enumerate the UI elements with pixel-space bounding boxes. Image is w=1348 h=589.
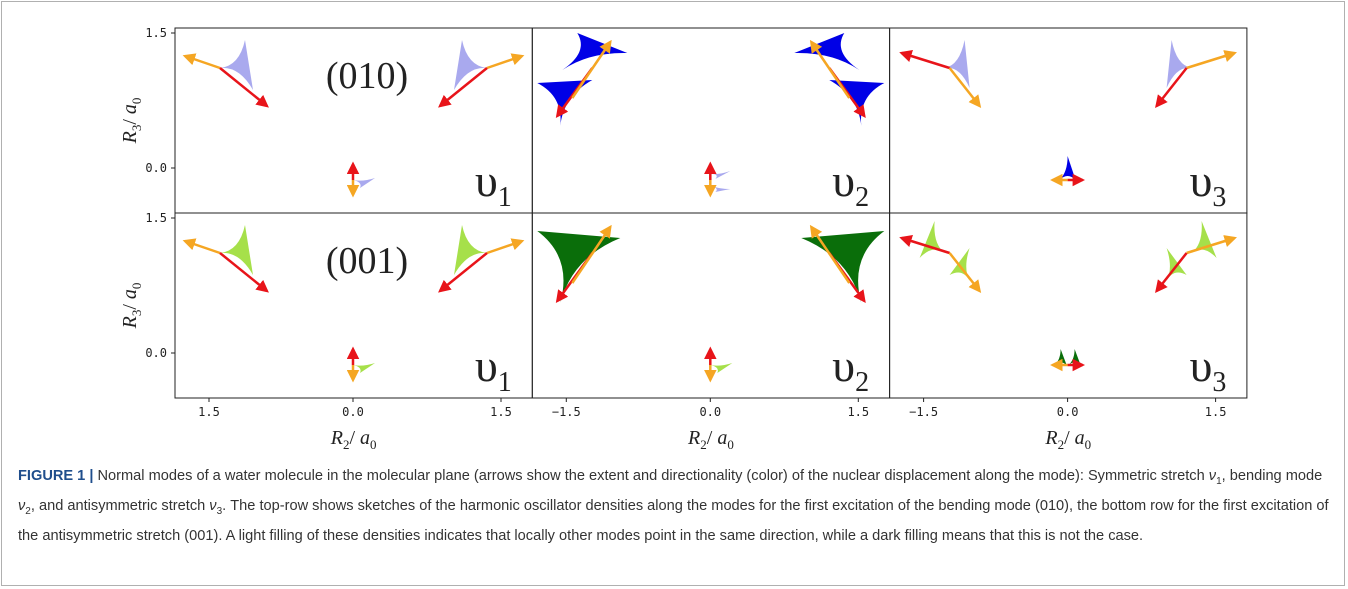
- mode-symbol: υ: [475, 340, 498, 391]
- density: [920, 221, 945, 258]
- axis-sub: 0: [370, 437, 377, 452]
- density: [1167, 40, 1192, 88]
- axis-var: R: [687, 427, 700, 449]
- mode-symbol: υ: [1190, 155, 1213, 206]
- density: [353, 363, 375, 373]
- mode-index: 3: [1212, 367, 1226, 398]
- row-label: (010): [326, 55, 408, 97]
- mode-label: υ2: [832, 340, 869, 398]
- axis-label: R2/ a0: [687, 427, 734, 452]
- axis-label: R3/ a0: [119, 98, 144, 145]
- x-tick-label: 0.0: [342, 405, 364, 419]
- x-tick-label: 1.5: [490, 405, 512, 419]
- x-tick-label: −1.5: [552, 405, 581, 419]
- y-tick-label: 0.0: [145, 346, 167, 360]
- mode-label: υ2: [832, 155, 869, 213]
- symbol: ν: [209, 498, 216, 514]
- caption-label: FIGURE 1 |: [18, 468, 93, 484]
- displacement-arrow: [185, 241, 220, 253]
- symbol: ν: [1209, 468, 1216, 484]
- axis-var: R: [119, 131, 141, 144]
- axis-sep: /: [1064, 427, 1075, 449]
- caption-text: , bending mode: [1222, 468, 1323, 484]
- density: [1192, 221, 1217, 258]
- mode-symbol: υ: [832, 340, 855, 391]
- axis-sep: /: [349, 427, 360, 449]
- axis-unit: a: [1075, 427, 1085, 449]
- mode-index: 1: [498, 182, 512, 213]
- row-label: (001): [326, 240, 408, 282]
- mode-label: υ1: [475, 340, 512, 398]
- density: [712, 186, 730, 192]
- axis-label: R2/ a0: [330, 427, 377, 452]
- caption-text: , and antisymmetric stretch: [31, 498, 209, 514]
- axis-var: R: [1044, 427, 1057, 449]
- displacement-arrow: [185, 56, 220, 68]
- displacement-arrow: [1187, 53, 1235, 68]
- mode-label: υ3: [1190, 340, 1227, 398]
- x-tick-label: 0.0: [1057, 405, 1079, 419]
- density: [712, 171, 730, 179]
- x-tick-label: 1.5: [198, 405, 220, 419]
- mode-index: 1: [498, 367, 512, 398]
- density: [710, 363, 732, 373]
- density: [537, 80, 592, 126]
- axis-var: R: [330, 427, 343, 449]
- density: [537, 231, 620, 303]
- axis-sub: 0: [129, 98, 144, 105]
- panel-sketch: [902, 40, 1235, 180]
- mode-index: 2: [855, 367, 869, 398]
- mode-index: 3: [1212, 182, 1226, 213]
- y-tick-label: 0.0: [145, 161, 167, 175]
- axis-sub: 0: [129, 283, 144, 290]
- axis-sep: /: [707, 427, 718, 449]
- displacement-arrow: [487, 56, 522, 68]
- axis-var: R: [119, 316, 141, 329]
- x-tick-label: 0.0: [699, 405, 721, 419]
- y-tick-label: 1.5: [145, 211, 167, 225]
- density: [353, 178, 375, 188]
- displacement-arrow: [902, 53, 950, 68]
- mode-symbol: υ: [1190, 340, 1213, 391]
- density: [1060, 156, 1076, 180]
- x-tick-label: 1.5: [847, 405, 869, 419]
- axis-unit: a: [119, 289, 141, 299]
- axis-unit: a: [360, 427, 370, 449]
- caption: FIGURE 1 | Normal modes of a water molec…: [18, 464, 1336, 548]
- density: [829, 80, 884, 126]
- mode-label: υ3: [1190, 155, 1227, 213]
- x-tick-label: −1.5: [909, 405, 938, 419]
- axis-unit: a: [717, 427, 727, 449]
- axis-sep: /: [119, 299, 141, 310]
- figure: 1.50.0R3/ a0(010)1.50.0R3/ a0(001)1.50.0…: [0, 0, 1348, 460]
- axis-sub: 0: [1085, 437, 1092, 452]
- x-tick-label: 1.5: [1205, 405, 1227, 419]
- mode-label: υ1: [475, 155, 512, 213]
- mode-symbol: υ: [475, 155, 498, 206]
- caption-text: Normal modes of a water molecule in the …: [93, 468, 1208, 484]
- mode-symbol: υ: [832, 155, 855, 206]
- panel-sketch: [902, 221, 1235, 365]
- axis-unit: a: [119, 104, 141, 114]
- density: [945, 40, 970, 88]
- mode-index: 2: [855, 182, 869, 213]
- axis-sep: /: [119, 114, 141, 125]
- displacement-arrow: [487, 241, 522, 253]
- axis-label: R3/ a0: [119, 283, 144, 330]
- density: [1069, 349, 1081, 365]
- axis-sub: 0: [727, 437, 734, 452]
- density: [1055, 349, 1067, 365]
- axis-label: R2/ a0: [1044, 427, 1091, 452]
- y-tick-label: 1.5: [145, 26, 167, 40]
- density: [801, 231, 884, 303]
